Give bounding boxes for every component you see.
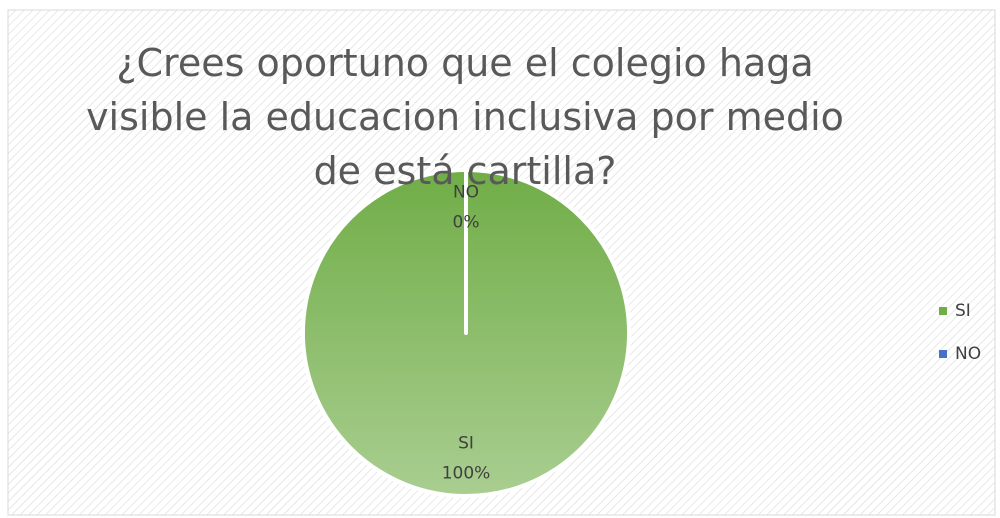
chart-title: ¿Crees oportuno que el colegio haga visi… [86,41,844,193]
data-label-value: 0% [453,212,480,232]
data-label-category: NO [453,182,479,202]
legend-swatch [939,350,947,358]
data-label-value: 100% [442,464,491,484]
legend-label: SI [955,301,971,321]
legend-label: NO [955,344,981,364]
data-label-category: SI [458,434,474,454]
legend-swatch [939,307,947,315]
